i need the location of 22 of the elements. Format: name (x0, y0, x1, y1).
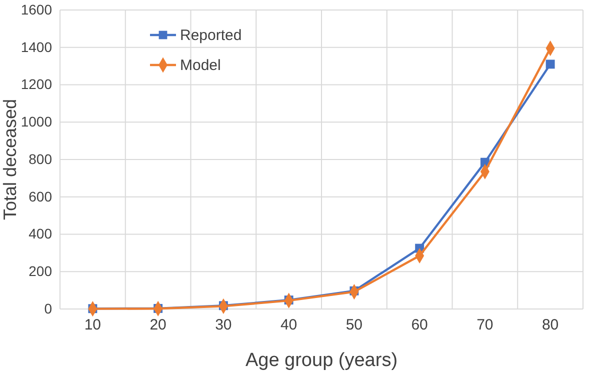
y-tick-label: 1600 (20, 1, 52, 18)
y-axis-title: Total deceased (0, 98, 20, 220)
y-tick-label: 1000 (20, 114, 52, 130)
x-tick-label: 60 (411, 316, 428, 334)
x-tick-label: 80 (542, 316, 559, 334)
x-axis-title: Age group (years) (245, 350, 398, 371)
y-tick-label: 800 (28, 150, 52, 167)
legend-label: Reported (180, 27, 242, 44)
x-tick-label: 20 (150, 316, 166, 334)
y-tick-label: 400 (28, 226, 52, 242)
point (546, 60, 555, 69)
y-tick-label: 0 (44, 300, 52, 316)
y-tick-label: 1400 (20, 38, 52, 55)
y-tick-label: 1200 (20, 76, 52, 92)
x-tick-label: 40 (280, 316, 298, 334)
x-tick-label: 10 (84, 316, 102, 334)
x-tick-label: 30 (215, 316, 232, 334)
legend-label: Model (180, 57, 221, 74)
y-tick-label: 200 (28, 263, 52, 280)
x-tick-label: 50 (346, 316, 363, 334)
x-tick-label: 70 (476, 316, 494, 334)
y-tick-label: 600 (28, 188, 52, 204)
